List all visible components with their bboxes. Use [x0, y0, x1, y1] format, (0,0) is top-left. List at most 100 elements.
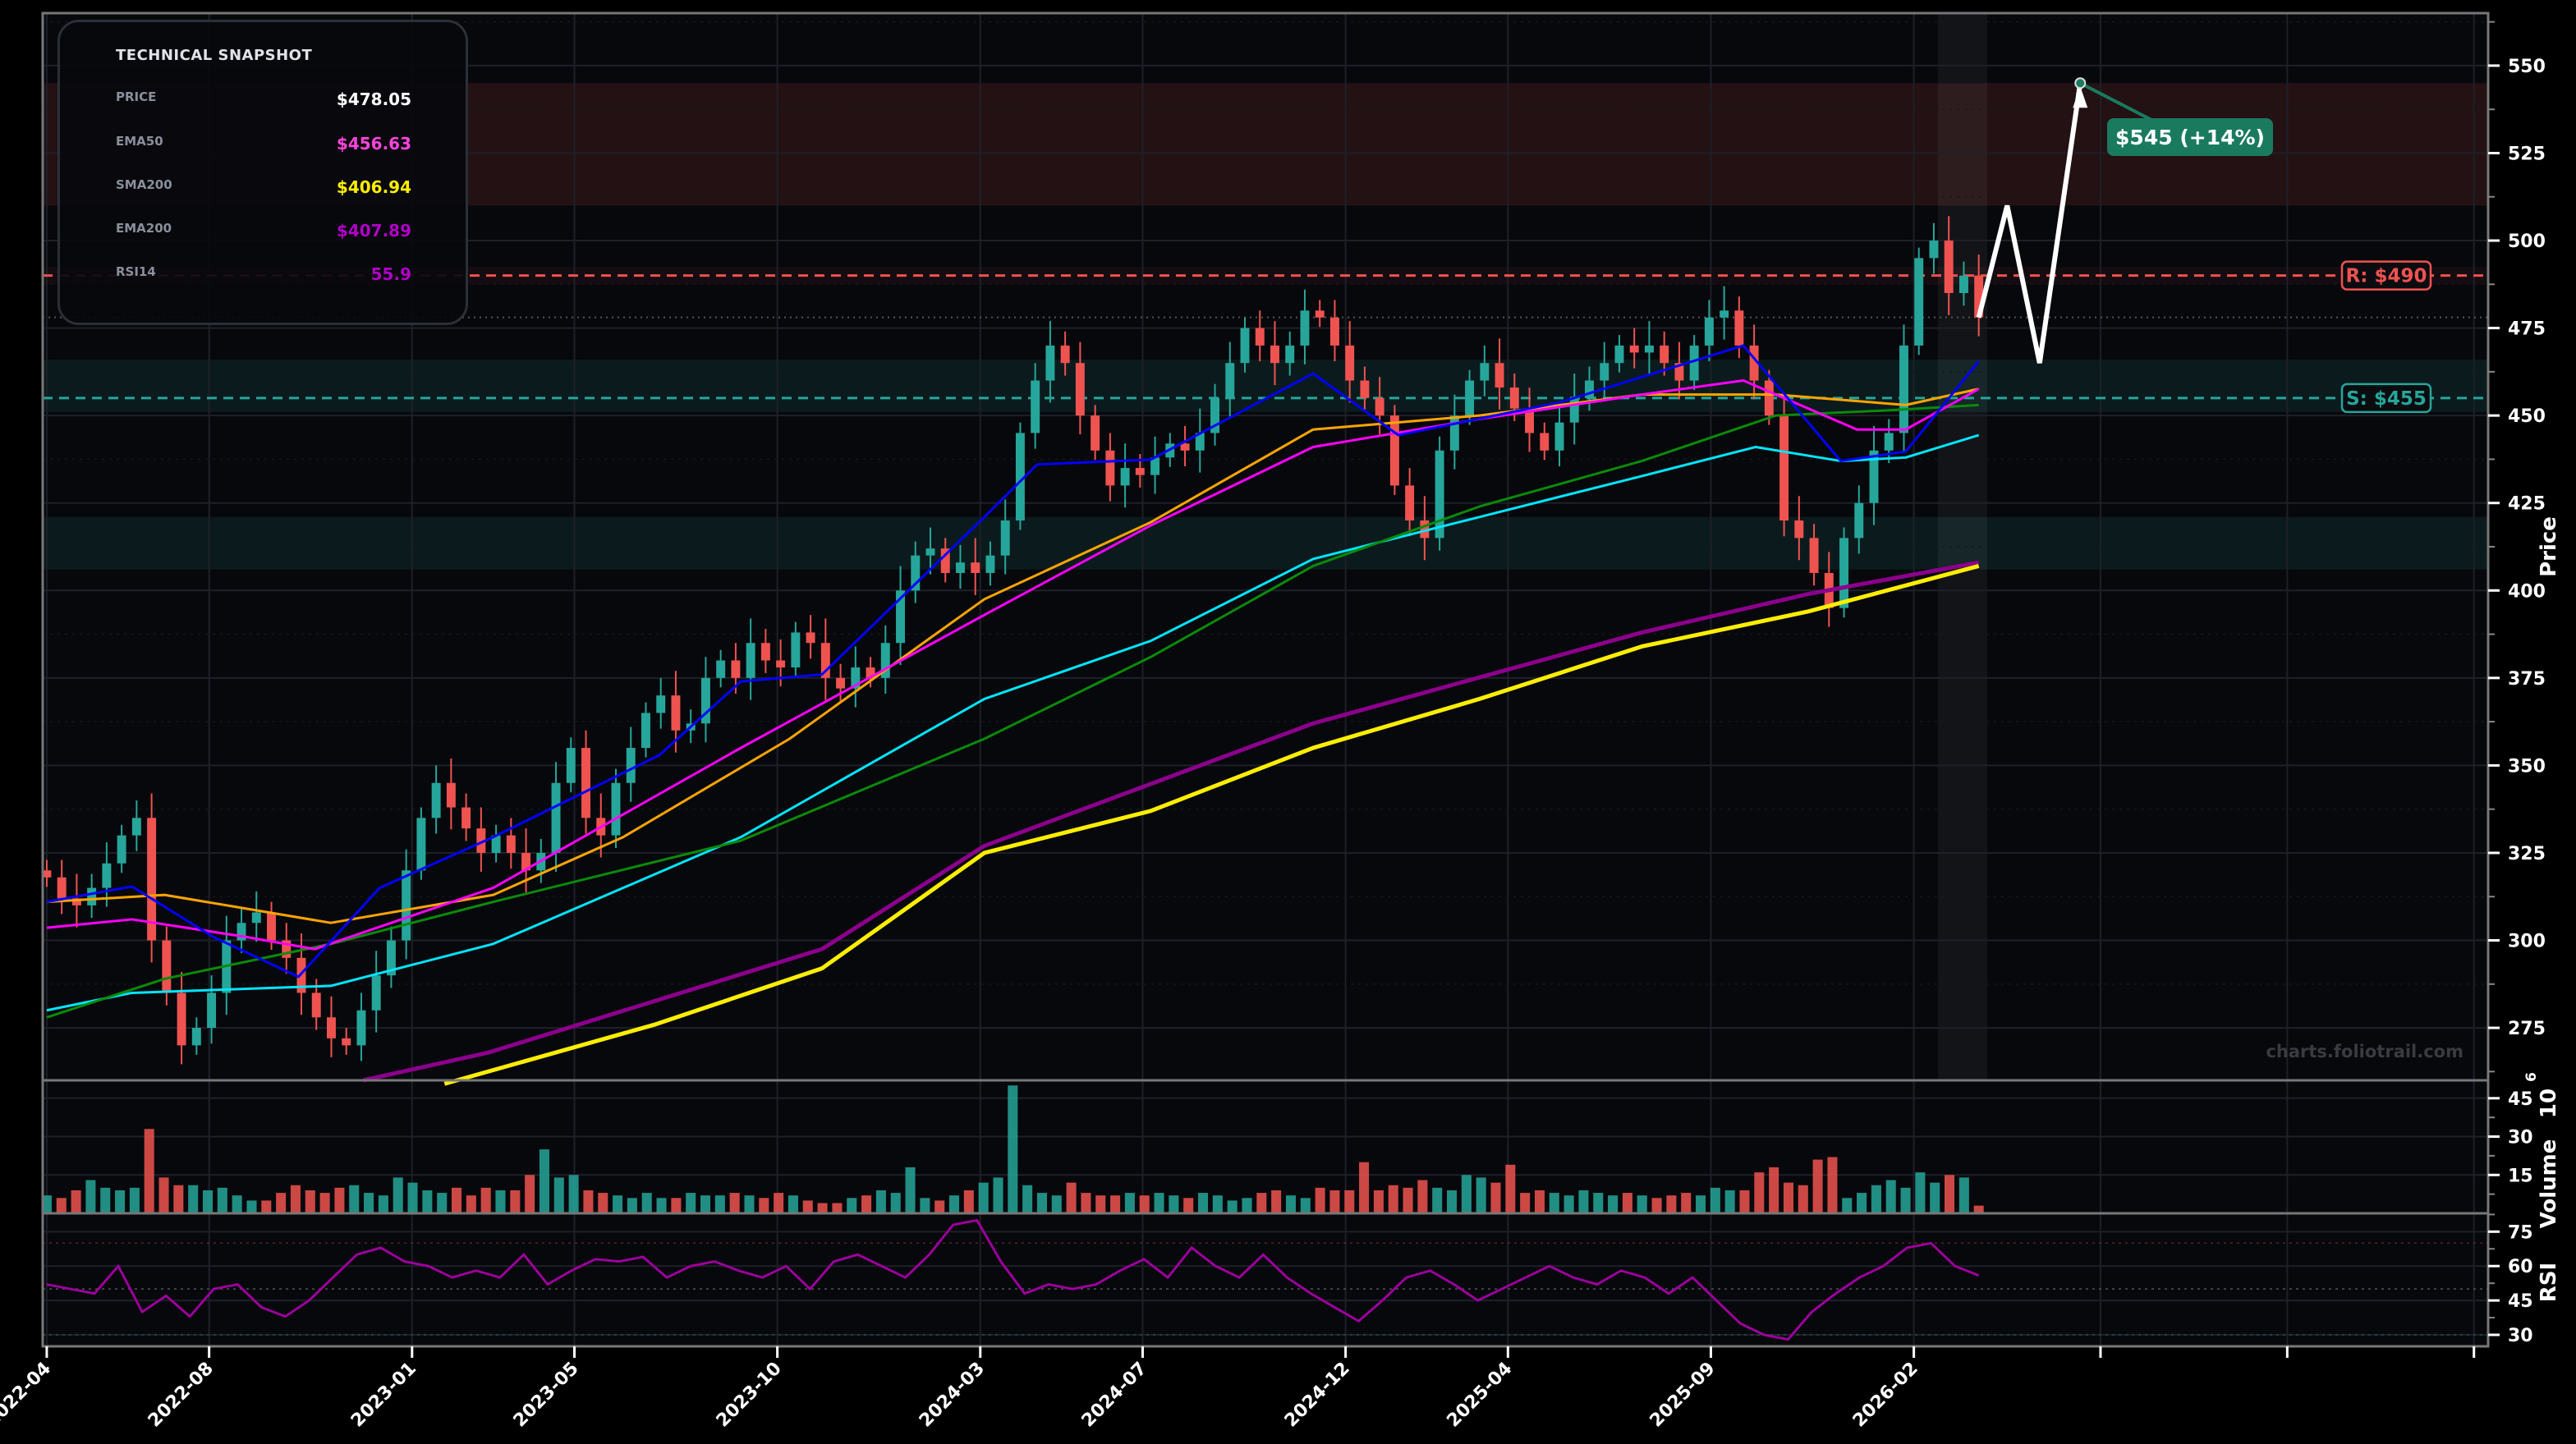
candle: [1045, 321, 1055, 403]
target-leader-line: [2079, 81, 2152, 121]
candle-body: [1585, 380, 1594, 398]
candle-body: [1060, 345, 1070, 364]
candle: [566, 737, 576, 793]
volume-bar: [305, 1190, 315, 1213]
candle-body: [402, 870, 411, 941]
candle-body: [1120, 468, 1130, 486]
snapshot-row-ema50: EMA50 $456.63: [116, 134, 411, 158]
candle-body: [911, 555, 921, 591]
candle-body: [700, 677, 710, 724]
candle: [521, 828, 531, 893]
candle-body: [1674, 363, 1684, 381]
volume-bar: [1095, 1195, 1106, 1213]
candle-body: [1854, 502, 1864, 539]
candle-body: [1255, 328, 1265, 346]
volume-bar: [744, 1195, 755, 1213]
candle: [1195, 408, 1205, 473]
candle: [1405, 468, 1415, 537]
volume-bar: [1198, 1193, 1209, 1213]
volume-bar: [202, 1190, 214, 1213]
candle: [147, 793, 157, 963]
candle-body: [57, 877, 67, 899]
volume-bar: [1973, 1205, 1984, 1213]
volume-unit-label: 10: [2537, 1089, 2561, 1118]
candle-body: [177, 992, 186, 1046]
candle: [236, 909, 246, 953]
volume-bar: [832, 1203, 843, 1213]
candle: [1569, 374, 1579, 445]
snapshot-row-ema200: EMA200 $407.89: [116, 221, 411, 245]
volume-bar: [539, 1149, 549, 1213]
volume-bar: [1549, 1193, 1559, 1213]
candle: [1420, 496, 1430, 561]
volume-bar: [1608, 1195, 1619, 1213]
volume-bar: [1885, 1180, 1896, 1213]
candle: [940, 538, 950, 583]
volume-bar: [1724, 1190, 1735, 1213]
candle: [1660, 331, 1669, 376]
candle-body: [1884, 433, 1894, 451]
candle: [1614, 335, 1624, 373]
row-value: $478.05: [336, 89, 411, 109]
candle-body: [461, 807, 471, 829]
candle: [746, 618, 755, 700]
volume-bar: [1154, 1193, 1164, 1213]
candle: [356, 992, 366, 1061]
volume-bar: [1271, 1190, 1282, 1213]
volume-bar: [553, 1177, 564, 1213]
volume-bar: [568, 1175, 579, 1213]
volume-bar: [1212, 1195, 1223, 1213]
candle: [57, 860, 67, 915]
volume-bar: [1169, 1195, 1179, 1213]
candle-body: [611, 782, 621, 836]
candle-body: [1091, 415, 1100, 451]
candle-body: [1689, 345, 1699, 381]
resistance-label-box: [2340, 260, 2432, 291]
volume-bar: [1110, 1195, 1121, 1213]
volume-bar: [1637, 1195, 1647, 1213]
candle-body: [371, 975, 381, 1011]
candle: [716, 649, 726, 688]
price-tick-label: 325: [2508, 844, 2546, 864]
volume-bar: [1681, 1193, 1692, 1213]
volume-bar: [817, 1203, 828, 1213]
volume-bar: [978, 1182, 989, 1213]
row-value: 55.9: [370, 264, 411, 284]
candle-body: [1075, 363, 1085, 416]
candle: [1075, 342, 1085, 435]
candle-body: [581, 748, 590, 818]
volume-unit-exponent: 6: [2523, 1072, 2540, 1082]
volume-bar: [1827, 1157, 1838, 1213]
volume-bar: [1124, 1193, 1135, 1213]
row-label: RSI14: [116, 264, 156, 279]
candle-body: [851, 667, 861, 689]
ma-line-orange-ma: [46, 387, 1980, 924]
candle-body: [296, 957, 306, 993]
volume-bar: [217, 1187, 227, 1213]
candle-body: [1734, 310, 1744, 346]
volume-bar: [41, 1195, 52, 1213]
candle-body: [1869, 450, 1879, 503]
candle-body: [1614, 345, 1624, 364]
candle: [911, 541, 921, 603]
candle-body: [42, 870, 52, 878]
candle-body: [866, 667, 875, 678]
volume-bar: [774, 1193, 784, 1213]
volume-bar: [787, 1195, 798, 1213]
candle-body: [131, 818, 141, 836]
candle-body: [1644, 345, 1654, 353]
volume-bar: [1564, 1195, 1574, 1213]
candle-body: [1360, 380, 1370, 398]
candle-body: [971, 562, 980, 573]
support-label: S: $455: [2346, 388, 2427, 410]
volume-bar: [1505, 1164, 1516, 1213]
candle-body: [1704, 317, 1714, 346]
candle-body: [267, 912, 276, 941]
snapshot-row-sma200: SMA200 $406.94: [116, 177, 411, 202]
volume-bar: [1900, 1187, 1911, 1213]
candle-body: [760, 643, 770, 661]
volume-bar: [56, 1198, 67, 1213]
candle-body: [416, 818, 426, 871]
candle: [1884, 419, 1894, 464]
x-tick-label: 2026-02: [1849, 1359, 1922, 1432]
